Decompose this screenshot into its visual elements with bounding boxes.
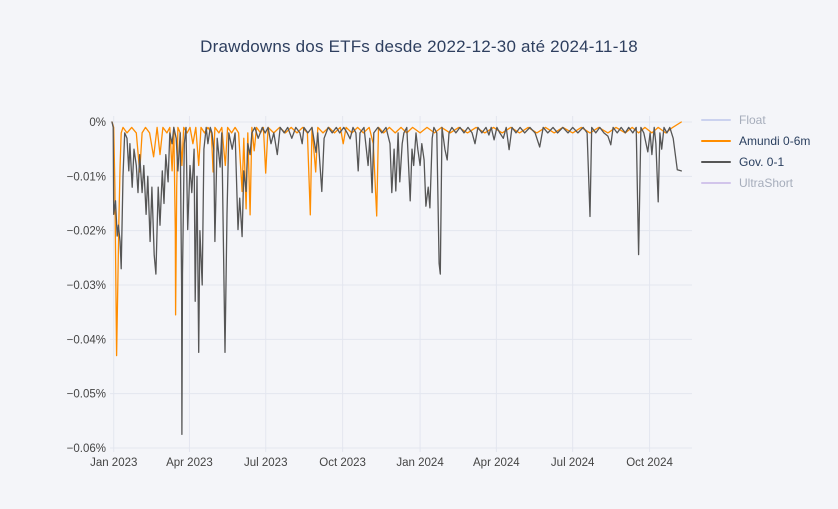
- series-line-gov-0-1: [111, 121, 682, 436]
- legend-item-amundi-0-6m[interactable]: Amundi 0-6m: [701, 130, 810, 151]
- x-tick-label: Jan 2024: [396, 457, 444, 469]
- y-tick-label: −0.01%: [67, 171, 106, 183]
- y-tick-label: 0%: [89, 117, 106, 129]
- x-tick-label: Jul 2023: [244, 457, 287, 469]
- x-tick-label: Apr 2023: [166, 457, 213, 469]
- legend: Float Amundi 0-6m Gov. 0-1 UltraShort: [701, 109, 810, 193]
- y-tick-label: −0.02%: [67, 226, 106, 238]
- y-tick-label: −0.04%: [67, 334, 106, 346]
- legend-label: UltraShort: [739, 175, 794, 190]
- legend-item-gov-0-1[interactable]: Gov. 0-1: [701, 151, 810, 172]
- gov-line-swatch: [701, 160, 731, 163]
- legend-item-float[interactable]: Float: [701, 109, 810, 130]
- legend-label: Float: [739, 112, 766, 127]
- chart-title: Drawdowns dos ETFs desde 2022-12-30 até …: [200, 37, 638, 56]
- x-tick-label: Oct 2023: [319, 457, 366, 469]
- legend-label: Gov. 0-1: [739, 154, 785, 169]
- x-tick-label: Apr 2024: [473, 457, 520, 469]
- legend-item-ultrashort[interactable]: UltraShort: [701, 172, 810, 193]
- ultrashort-line-swatch: [701, 181, 731, 184]
- float-line-swatch: [701, 118, 731, 121]
- series-line-amundi-0-6m: [111, 121, 682, 357]
- y-tick-label: −0.06%: [67, 443, 106, 455]
- legend-label: Amundi 0-6m: [739, 133, 811, 148]
- y-tick-label: −0.05%: [67, 389, 106, 401]
- y-tick-label: −0.03%: [67, 280, 106, 292]
- x-tick-label: Oct 2024: [626, 457, 673, 469]
- x-tick-label: Jan 2023: [90, 457, 137, 469]
- x-tick-label: Jul 2024: [551, 457, 595, 469]
- amundi-line-swatch: [701, 139, 731, 142]
